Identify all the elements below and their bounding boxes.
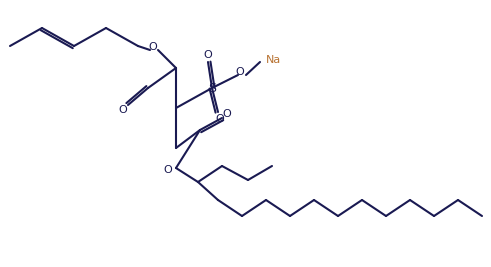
Text: O: O <box>119 105 127 115</box>
Text: O: O <box>222 109 231 119</box>
Text: O: O <box>204 50 213 60</box>
Text: O: O <box>149 42 158 52</box>
Text: O: O <box>236 67 245 77</box>
Text: Na: Na <box>267 55 282 65</box>
Text: O: O <box>216 114 224 124</box>
Text: O: O <box>164 165 172 175</box>
Text: S: S <box>208 81 216 95</box>
